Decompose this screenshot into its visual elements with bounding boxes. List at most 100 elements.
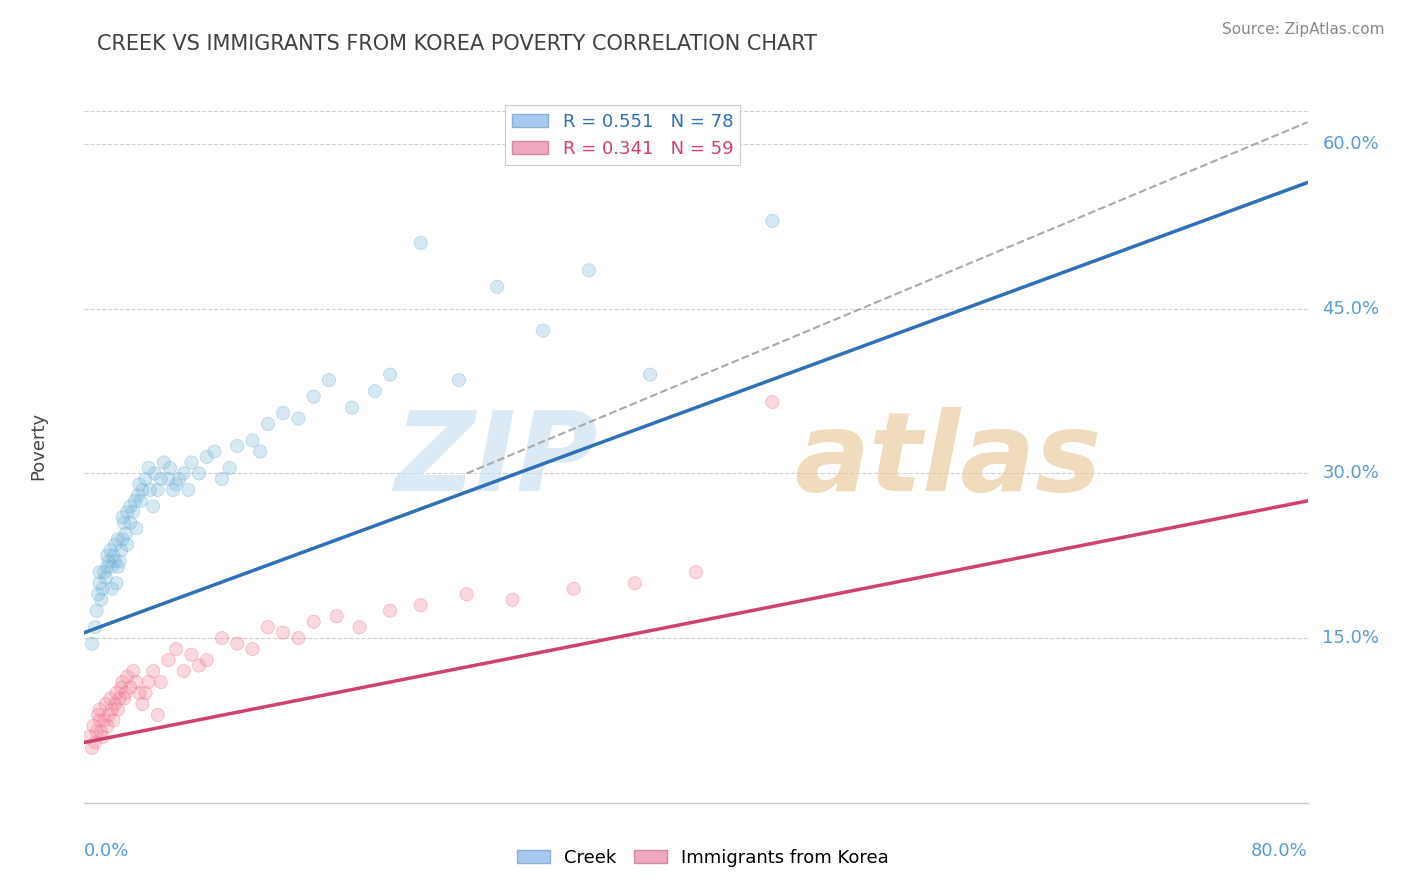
Point xyxy=(578,263,600,277)
Point xyxy=(162,483,184,497)
Point xyxy=(103,714,125,728)
Point xyxy=(80,637,103,651)
Point xyxy=(149,472,172,486)
Point xyxy=(111,510,134,524)
Point xyxy=(188,467,211,481)
Text: ZIP: ZIP xyxy=(395,407,598,514)
Point xyxy=(120,500,142,514)
Point xyxy=(107,559,129,574)
Point xyxy=(138,675,160,690)
Point xyxy=(98,691,121,706)
Point xyxy=(87,708,110,723)
Point xyxy=(409,598,432,612)
Point xyxy=(287,631,309,645)
Point xyxy=(90,724,112,739)
Point xyxy=(761,214,783,228)
Point xyxy=(409,235,432,250)
Point xyxy=(101,582,124,596)
Point xyxy=(110,543,132,558)
Point xyxy=(149,675,172,690)
Legend: R = 0.551   N = 78, R = 0.341   N = 59: R = 0.551 N = 78, R = 0.341 N = 59 xyxy=(505,105,741,165)
Point xyxy=(685,566,707,580)
Point xyxy=(128,477,150,491)
Point xyxy=(131,483,153,497)
Point xyxy=(562,582,585,596)
Point xyxy=(107,702,129,716)
Point xyxy=(91,730,114,744)
Point xyxy=(108,691,131,706)
Point xyxy=(159,461,181,475)
Point xyxy=(104,538,127,552)
Point xyxy=(107,702,129,716)
Point xyxy=(112,516,135,530)
Point xyxy=(105,686,128,700)
Point xyxy=(93,566,115,580)
Point xyxy=(447,373,470,387)
Point xyxy=(90,592,112,607)
Point xyxy=(114,526,136,541)
Text: atlas: atlas xyxy=(794,407,1101,514)
Point xyxy=(83,719,105,733)
Point xyxy=(96,549,118,563)
Point xyxy=(128,477,150,491)
Point xyxy=(101,559,124,574)
Point xyxy=(125,675,148,690)
Point xyxy=(364,384,387,398)
Point xyxy=(211,472,233,486)
Point xyxy=(242,434,264,448)
Point xyxy=(97,554,120,568)
Point xyxy=(103,714,125,728)
Point xyxy=(120,681,142,695)
Point xyxy=(96,719,118,733)
Point xyxy=(188,467,211,481)
Point xyxy=(159,461,181,475)
Point xyxy=(94,571,117,585)
Point xyxy=(409,598,432,612)
Point xyxy=(340,401,363,415)
Point xyxy=(242,642,264,657)
Point xyxy=(127,488,149,502)
Point xyxy=(638,368,661,382)
Point xyxy=(380,604,402,618)
Point xyxy=(165,642,187,657)
Point xyxy=(103,549,125,563)
Point xyxy=(340,401,363,415)
Point xyxy=(318,373,340,387)
Point xyxy=(107,533,129,547)
Point xyxy=(129,494,152,508)
Point xyxy=(120,681,142,695)
Point xyxy=(502,592,524,607)
Point xyxy=(108,691,131,706)
Point xyxy=(157,653,180,667)
Point xyxy=(87,708,110,723)
Point xyxy=(98,543,121,558)
Point xyxy=(124,494,146,508)
Point xyxy=(153,455,176,469)
Text: 15.0%: 15.0% xyxy=(1322,629,1379,647)
Point xyxy=(139,483,162,497)
Point xyxy=(98,543,121,558)
Point xyxy=(111,510,134,524)
Point xyxy=(104,554,127,568)
Point xyxy=(188,658,211,673)
Point xyxy=(138,461,160,475)
Point xyxy=(125,521,148,535)
Point xyxy=(249,444,271,458)
Point xyxy=(80,637,103,651)
Point xyxy=(202,444,225,458)
Point xyxy=(143,467,166,481)
Point xyxy=(135,686,157,700)
Point xyxy=(98,691,121,706)
Point xyxy=(195,653,218,667)
Point xyxy=(131,697,153,711)
Point xyxy=(104,538,127,552)
Point xyxy=(318,373,340,387)
Point xyxy=(531,324,554,338)
Point xyxy=(114,686,136,700)
Point xyxy=(89,702,111,716)
Point xyxy=(638,368,661,382)
Point xyxy=(242,642,264,657)
Point xyxy=(114,526,136,541)
Point xyxy=(120,516,142,530)
Point xyxy=(89,576,111,591)
